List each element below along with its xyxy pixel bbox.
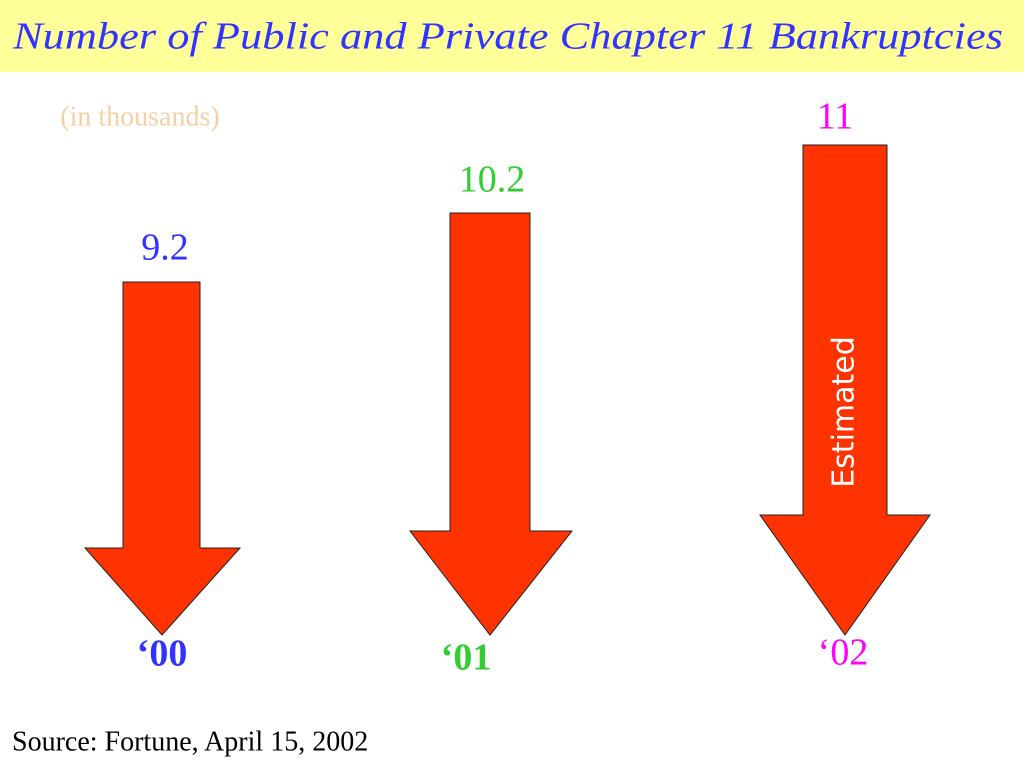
- year-label: ‘00: [137, 633, 188, 675]
- title: Number of Public and Private Chapter 11 …: [12, 16, 1003, 58]
- year-label: ‘02: [818, 632, 869, 674]
- arrow: [759, 144, 931, 636]
- arrow: [83, 281, 242, 636]
- value-label: 10.2: [459, 159, 526, 201]
- year-label: ‘01: [441, 637, 492, 679]
- value-label: 11: [817, 96, 854, 138]
- value-label: 9.2: [141, 227, 189, 269]
- title-bar: [0, 0, 1024, 72]
- arrow: [408, 212, 574, 636]
- source: Source: Fortune, April 15, 2002: [12, 726, 368, 757]
- estimate-note: Estimated: [827, 336, 862, 488]
- subtitle: (in thousands): [60, 101, 219, 132]
